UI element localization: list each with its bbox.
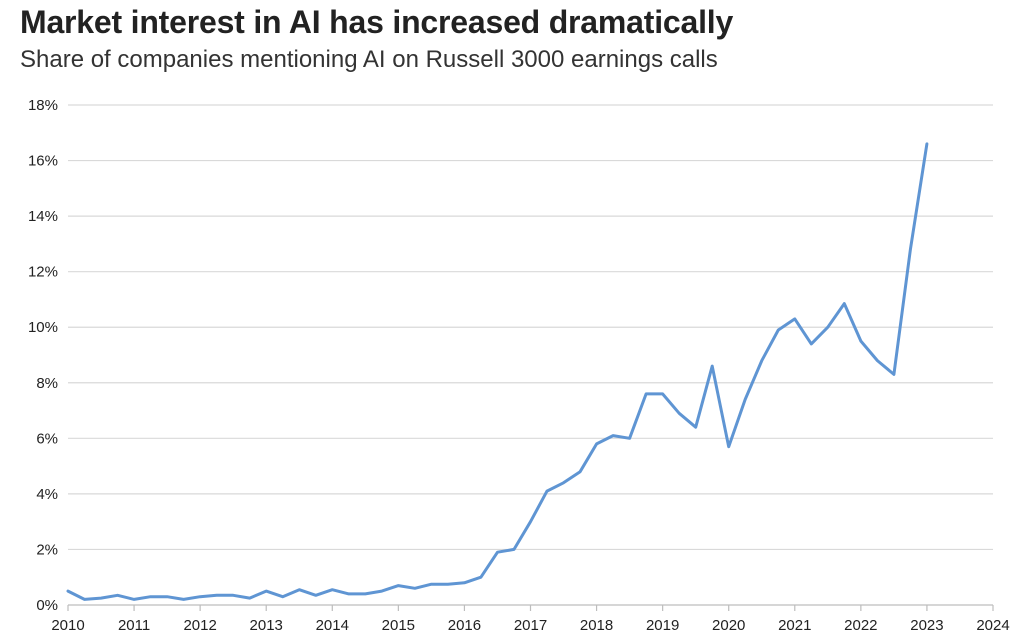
y-tick-label: 6%: [36, 430, 58, 447]
series-layer: [66, 142, 929, 601]
y-axis-tick-labels: 0% 2% 4% 6% 8% 10% 12% 14% 16% 18%: [28, 97, 58, 614]
gridlines: [68, 104, 993, 551]
x-tick-label: 2022: [844, 617, 877, 634]
series-line-0: [66, 142, 929, 601]
y-tick-label: 2%: [36, 541, 58, 558]
x-tick-label: 2024: [976, 617, 1009, 634]
x-tick-label: 2010: [51, 617, 84, 634]
x-tick-label: 2021: [778, 617, 811, 634]
x-tick-label: 2011: [118, 617, 150, 634]
y-tick-label: 14%: [28, 208, 58, 225]
y-tick-label: 10%: [28, 319, 58, 336]
x-tick-label: 2012: [183, 617, 216, 634]
x-tick-label: 2020: [712, 617, 745, 634]
x-tick-label: 2023: [910, 617, 943, 634]
x-tick-label: 2018: [580, 617, 613, 634]
y-tick-label: 16%: [28, 153, 58, 170]
x-axis-tick-labels: 2010 2011 2012 2013 2014 2015 2016 2017 2018 2019…: [51, 617, 1009, 634]
x-tick-label: 2017: [514, 617, 547, 634]
chart-title: Market interest in AI has increased dram…: [20, 4, 734, 40]
y-tick-label: 12%: [28, 264, 58, 281]
y-tick-label: 18%: [28, 97, 58, 114]
x-axis: [67, 604, 994, 611]
y-tick-label: 0%: [36, 597, 58, 614]
chart-subtitle: Share of companies mentioning AI on Russ…: [20, 46, 718, 73]
x-tick-label: 2013: [250, 617, 283, 634]
x-tick-label: 2019: [646, 617, 679, 634]
x-tick-label: 2015: [382, 617, 415, 634]
x-tick-label: 2014: [316, 617, 349, 634]
y-tick-label: 4%: [36, 486, 58, 503]
x-tick-label: 2016: [448, 617, 481, 634]
y-tick-label: 8%: [36, 375, 58, 392]
